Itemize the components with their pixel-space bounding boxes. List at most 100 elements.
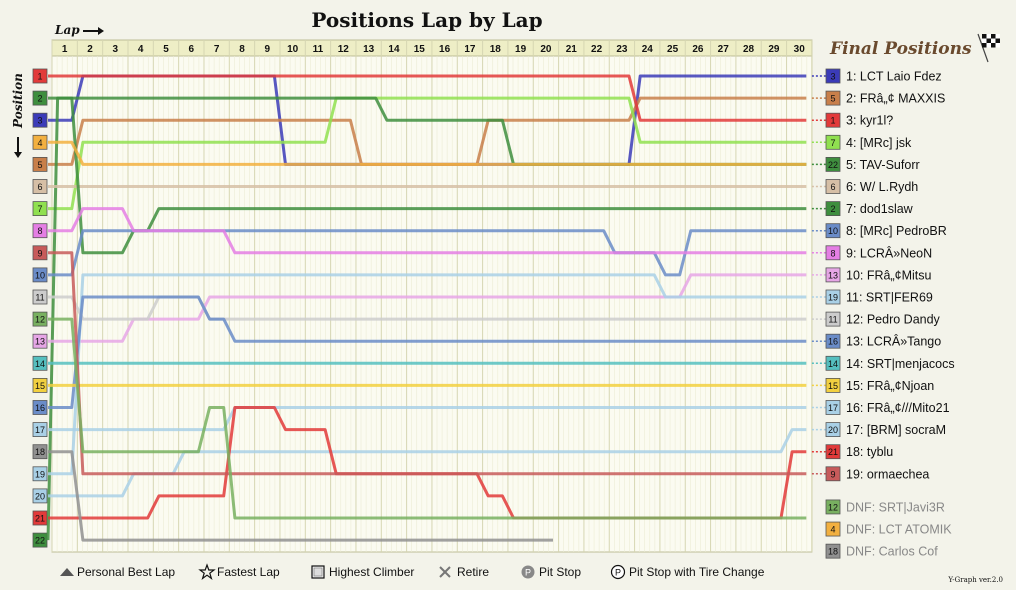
grid-position-label: 2 bbox=[37, 94, 42, 104]
grid-position-label: 7 bbox=[37, 204, 42, 214]
svg-text:P: P bbox=[525, 568, 531, 578]
finish-driver-name: 18: tyblu bbox=[846, 445, 893, 459]
grid-position-label: 20 bbox=[35, 491, 45, 501]
finish-grid-badge bbox=[825, 311, 841, 327]
finish-driver-name: 3: kyr1l? bbox=[846, 114, 893, 128]
dnf-grid-badge bbox=[825, 521, 841, 537]
pit-stop-icon: P bbox=[521, 565, 535, 579]
finish-grid-number: 20 bbox=[828, 425, 838, 435]
grid-position-label: 10 bbox=[35, 270, 45, 280]
series-line bbox=[48, 251, 807, 476]
retire-icon bbox=[439, 566, 451, 578]
grid-position-label: 4 bbox=[37, 138, 42, 148]
finish-grid-badge bbox=[825, 156, 841, 172]
grid-position-label: 1 bbox=[37, 72, 42, 82]
finish-grid-badge bbox=[825, 245, 841, 261]
lap-axis-label: Lap bbox=[54, 23, 80, 37]
series-line bbox=[48, 207, 807, 255]
finish-grid-number: 5 bbox=[830, 94, 835, 104]
checkered-flag-icon bbox=[977, 33, 1000, 63]
grid-position-label: 21 bbox=[35, 514, 45, 524]
grid-position-badge bbox=[32, 68, 48, 84]
lap-tick-label: 24 bbox=[642, 44, 654, 55]
fastest-lap-icon bbox=[198, 563, 216, 580]
series-lines bbox=[46, 74, 807, 542]
legend-label: Personal Best Lap bbox=[77, 565, 175, 579]
finish-grid-number: 14 bbox=[828, 359, 838, 369]
position-axis-label: Position bbox=[11, 73, 25, 129]
grid-position-badge bbox=[32, 377, 48, 393]
flag-square bbox=[986, 38, 991, 43]
finish-driver-name: 7: dod1slaw bbox=[846, 202, 914, 216]
lap-tick-label: 20 bbox=[540, 44, 552, 55]
grid-position-label: 3 bbox=[37, 116, 42, 126]
pit-stop-tire-change-icon: P bbox=[610, 564, 626, 580]
finish-driver-name: 15: FRâ„¢Njoan bbox=[846, 379, 934, 393]
legend-label: Highest Climber bbox=[329, 565, 414, 579]
legend: Personal Best Lap Fastest Lap Highest Clim… bbox=[60, 563, 765, 580]
lap-tick-label: 19 bbox=[515, 44, 527, 55]
lap-tick-label: 18 bbox=[490, 44, 502, 55]
legend-label: Pit Stop bbox=[539, 565, 581, 579]
finish-grid-badge bbox=[825, 422, 841, 438]
series-line bbox=[48, 450, 553, 542]
series-line bbox=[48, 295, 807, 409]
finish-driver-name: 11: SRT|FER69 bbox=[846, 291, 933, 305]
lap-tick-label: 13 bbox=[363, 44, 375, 55]
lap-tick-label: 10 bbox=[287, 44, 299, 55]
lap-tick-label: 21 bbox=[566, 44, 578, 55]
finish-driver-name: 1: LCT Laio Fdez bbox=[846, 70, 942, 84]
lap-tick-label: 30 bbox=[794, 44, 806, 55]
lap-tick-label: 29 bbox=[768, 44, 780, 55]
lap-tick-label: 26 bbox=[692, 44, 704, 55]
lap-tick-label: 14 bbox=[388, 44, 400, 55]
lap-tick-label: 22 bbox=[591, 44, 603, 55]
legend-label: Pit Stop with Tire Change bbox=[629, 565, 765, 579]
finish-driver-name: 4: [MRc] jsk bbox=[846, 136, 912, 150]
chart-title: Positions Lap by Lap bbox=[311, 8, 542, 32]
legend-label: Fastest Lap bbox=[217, 565, 280, 579]
position-arrow-head-icon bbox=[14, 152, 22, 158]
dnf-driver-name: DNF: SRT|Javi3R bbox=[846, 500, 945, 514]
grid-position-badge bbox=[32, 179, 48, 194]
finish-grid-number: 13 bbox=[828, 270, 838, 280]
finish-driver-name: 14: SRT|menjacocs bbox=[846, 357, 955, 371]
version-label: Y-Graph ver.2.0 bbox=[947, 576, 1003, 584]
grid-position-label: 17 bbox=[35, 425, 45, 435]
axis-arrows bbox=[14, 27, 104, 158]
grid-position-badge bbox=[32, 311, 48, 327]
flag-square bbox=[982, 38, 987, 43]
lap-arrow-head-icon bbox=[98, 27, 104, 35]
grid-position-label: 6 bbox=[37, 182, 42, 192]
legend-label: Retire bbox=[457, 565, 489, 579]
svg-text:P: P bbox=[615, 568, 621, 578]
dnf-driver-name: DNF: LCT ATOMIK bbox=[846, 523, 952, 537]
grid-position-label: 22 bbox=[35, 536, 45, 546]
finish-grid-number: 9 bbox=[830, 469, 835, 479]
lap-tick-label: 4 bbox=[138, 44, 144, 55]
grid-position-badge bbox=[32, 245, 48, 261]
finish-driver-name: 12: Pedro Dandy bbox=[846, 313, 941, 327]
dnf-grid-number: 18 bbox=[828, 547, 838, 557]
lap-tick-label: 15 bbox=[414, 44, 426, 55]
grid-position-label: 11 bbox=[35, 293, 44, 303]
grid-position-label: 9 bbox=[37, 248, 42, 258]
series-line bbox=[48, 273, 807, 476]
finish-grid-badge bbox=[825, 267, 841, 283]
grid-position-label: 15 bbox=[35, 381, 45, 391]
finish-grid-badge bbox=[825, 112, 841, 128]
series-line bbox=[48, 317, 807, 520]
flag-square bbox=[995, 38, 1000, 43]
finish-grid-badge bbox=[825, 355, 841, 371]
finish-grid-number: 7 bbox=[830, 138, 835, 148]
highest-climber-icon bbox=[311, 565, 325, 579]
finish-grid-number: 17 bbox=[828, 403, 838, 413]
lap-tick-label: 17 bbox=[464, 44, 476, 55]
finish-grid-badge bbox=[825, 134, 841, 150]
lap-tick-label: 5 bbox=[163, 44, 169, 55]
flag-square bbox=[986, 43, 991, 48]
final-positions-title: Final Positions bbox=[829, 39, 972, 59]
lap-tick-label: 1 bbox=[62, 44, 68, 55]
grid-position-badge bbox=[32, 355, 48, 371]
